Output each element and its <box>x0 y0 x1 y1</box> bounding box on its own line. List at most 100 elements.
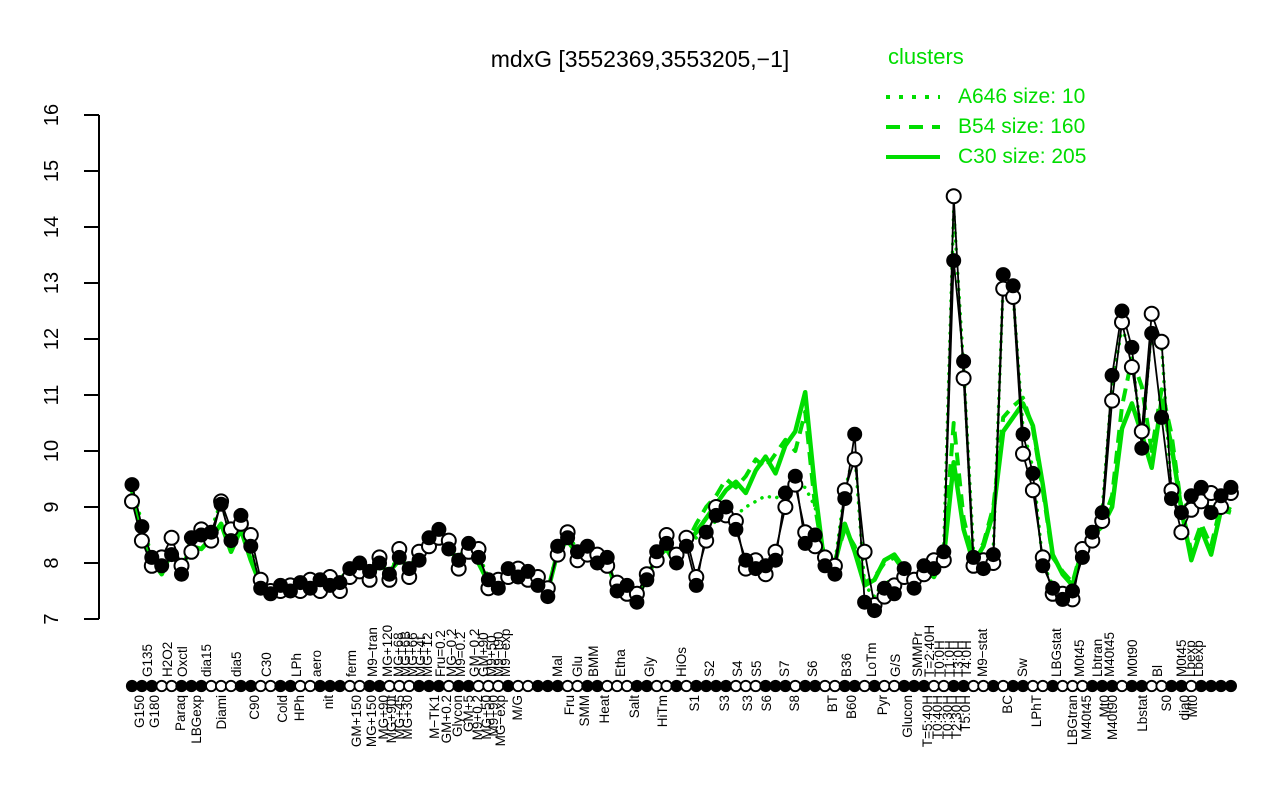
rug-point <box>620 679 634 693</box>
x-label-bottom: SMM <box>577 695 592 727</box>
x-label-bottom: T=5:40H <box>920 695 935 747</box>
rug-point <box>808 679 822 693</box>
rug-point <box>422 679 436 693</box>
data-point-filled <box>1065 583 1080 599</box>
x-label-bottom: LBGtran <box>1065 695 1080 745</box>
rug-point <box>1036 679 1049 693</box>
x-label-bottom: Mt0 <box>1097 695 1112 718</box>
x-label-top: MG+6B <box>398 631 413 677</box>
rug-point <box>660 679 673 693</box>
y-tick-label: 15 <box>41 160 63 182</box>
x-label-top: S4 <box>730 660 745 677</box>
x-label-bottom: T5:0H <box>958 695 973 732</box>
x-label-bottom: S8 <box>787 695 802 712</box>
data-point-filled <box>391 549 407 565</box>
rug-point <box>492 679 505 693</box>
x-label-top: Glu <box>570 656 585 677</box>
x-label-bottom: GM+0.2 <box>439 695 454 743</box>
rug-point <box>1135 679 1148 693</box>
data-point-filled <box>1074 549 1090 565</box>
rug-point <box>264 679 277 693</box>
data-point-filled <box>1173 505 1189 521</box>
rug-point <box>709 679 723 693</box>
x-label-bottom: BT <box>825 695 840 712</box>
y-tick-label: 14 <box>41 216 63 238</box>
x-label-bottom: M9+90 <box>486 695 501 737</box>
x-label-bottom: Salt <box>627 695 642 719</box>
data-point-filled <box>817 558 833 574</box>
rug-point <box>1214 679 1228 693</box>
data-point-filled <box>203 524 219 540</box>
rug-point <box>284 679 297 693</box>
y-tick-label: 8 <box>41 557 63 568</box>
data-point-filled <box>411 552 427 568</box>
y-tick-label: 7 <box>41 613 63 624</box>
legend-item-a646: A646 size: 10 <box>886 82 1186 112</box>
data-point-filled <box>956 353 972 369</box>
data-point-filled <box>698 524 714 540</box>
rug-point <box>927 679 941 693</box>
rug-point <box>125 679 139 693</box>
data-point-filled <box>372 555 387 571</box>
x-label-bottom: dia0 <box>1177 695 1192 721</box>
x-label-top: H2O2 <box>160 642 175 677</box>
x-label-bottom: HPh <box>292 695 307 721</box>
rug-point <box>670 679 683 693</box>
data-point-open <box>124 493 140 510</box>
rug-point <box>848 679 861 693</box>
data-point-filled <box>1134 440 1150 456</box>
data-point-open <box>1104 392 1121 409</box>
x-label-top: M9+50 <box>484 635 499 677</box>
rug-point <box>313 679 327 693</box>
rug-point <box>769 679 782 693</box>
x-label-bottom: M9+0.2 <box>470 695 485 740</box>
y-tick-label: 9 <box>41 501 63 512</box>
rug-point <box>1165 679 1178 693</box>
x-label-bottom: M40t45 <box>1079 695 1094 740</box>
x-label-bottom: Cold <box>275 695 290 723</box>
y-tick-label: 10 <box>41 440 63 462</box>
rug-point <box>828 679 842 693</box>
data-point-filled <box>1193 479 1209 495</box>
x-label-bottom: Fru <box>562 695 577 715</box>
data-point-filled <box>1045 580 1061 596</box>
data-point-filled <box>1035 558 1051 574</box>
solid-line-swatch <box>886 155 940 159</box>
data-point-filled <box>441 541 457 557</box>
data-point-filled <box>896 561 912 577</box>
data-point-filled <box>421 530 437 546</box>
data-point-filled <box>1164 491 1179 507</box>
rug-point <box>700 679 713 693</box>
rug-point <box>1195 679 1208 693</box>
data-point-filled <box>530 577 546 593</box>
rug-point <box>1046 679 1059 693</box>
x-label-top: Fru=0.2 <box>433 630 448 677</box>
rug-point <box>462 679 475 693</box>
data-point-filled <box>381 566 397 582</box>
data-point-filled <box>619 577 635 593</box>
x-label-top: MG+4t <box>413 636 428 677</box>
y-tick-label: 16 <box>41 104 63 126</box>
data-point-filled <box>500 561 516 577</box>
rug-point <box>472 679 485 693</box>
x-label-top: C30 <box>259 652 274 677</box>
x-label-top: dia15 <box>199 644 214 677</box>
rug-point <box>1125 679 1139 693</box>
dashed-line-swatch <box>886 125 940 129</box>
x-label-bottom: GM+150 <box>349 695 364 747</box>
rug-point <box>323 679 337 693</box>
x-label-top: MG+120 <box>380 625 395 677</box>
data-point-filled <box>1055 591 1071 607</box>
data-point-filled <box>174 566 189 582</box>
rug-point <box>432 679 445 693</box>
rug-point <box>244 679 257 693</box>
rug-point <box>1115 679 1129 693</box>
x-label-top: MG−0.2 <box>444 629 459 677</box>
x-label-top: S7 <box>777 660 792 677</box>
data-point-open <box>163 529 180 546</box>
data-point-filled <box>362 563 378 579</box>
x-label-top: Gly <box>642 657 657 678</box>
x-label-top: M40t45 <box>1102 632 1117 677</box>
